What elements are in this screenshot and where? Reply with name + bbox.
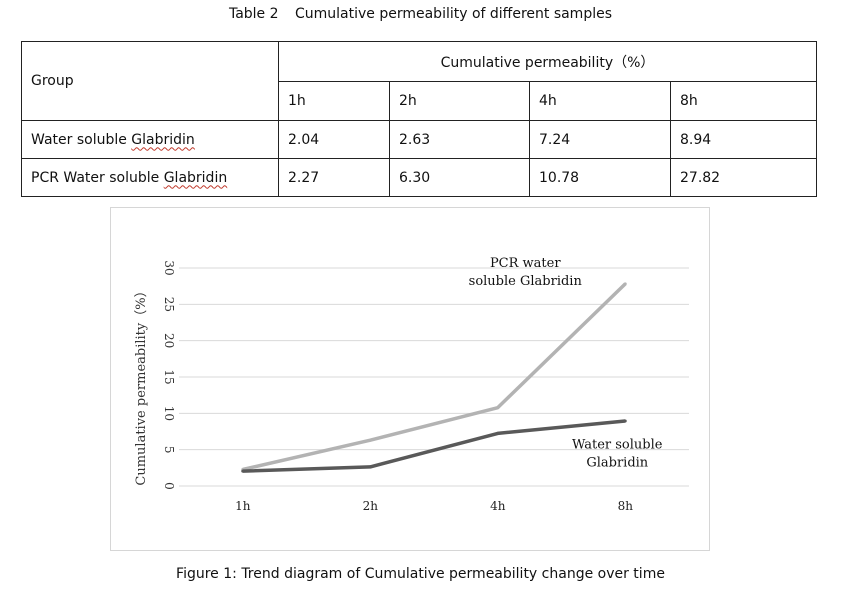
x-tick-label: 2h xyxy=(363,499,379,513)
series-label: soluble Glabridin xyxy=(469,274,583,289)
y-tick-label: 20 xyxy=(162,333,176,348)
time-header-row: 1h 2h 4h 8h xyxy=(22,81,817,121)
y-tick-label: 5 xyxy=(162,446,176,454)
line-chart: 0 5 10 15 20 25 30 1h 2h 4h 8h Cumulative permeabil… xyxy=(134,256,689,513)
value-cell: 10.78 xyxy=(529,158,671,197)
series-line xyxy=(242,419,626,473)
y-tick-label: 10 xyxy=(162,406,176,421)
data-point xyxy=(368,465,372,469)
group-cell: Water soluble Glabridin xyxy=(21,120,279,159)
table-title: Cumulative permeability of different sam… xyxy=(294,6,613,22)
data-point xyxy=(623,282,627,286)
value-cell: 2.63 xyxy=(389,120,530,159)
value-cell: 7.24 xyxy=(529,120,671,159)
chart-frame: 0 5 10 15 20 25 30 1h 2h 4h 8h Cumulative permeabil… xyxy=(110,207,710,551)
data-point xyxy=(241,469,245,473)
spellcheck-word: Glabridin xyxy=(163,169,228,186)
value-cell: 2.04 xyxy=(278,120,390,159)
x-tick-label: 4h xyxy=(490,499,506,513)
x-tick-label: 8h xyxy=(618,499,634,513)
value-cell: 27.82 xyxy=(670,158,817,197)
series-label: Water soluble xyxy=(572,438,663,453)
table-caption: Table 2 Cumulative permeability of diffe… xyxy=(0,6,841,22)
group-header: Group xyxy=(31,73,74,89)
time-header: 8h xyxy=(670,81,817,121)
time-header: 2h xyxy=(389,81,530,121)
group-name: Water soluble Glabridin xyxy=(31,131,195,148)
group-cell: PCR Water soluble Glabridin xyxy=(21,158,279,197)
table-number: Table 2 xyxy=(228,6,279,22)
figure-caption: Figure 1: Trend diagram of Cumulative pe… xyxy=(176,566,665,582)
y-tick-label: 30 xyxy=(162,260,176,275)
data-point xyxy=(368,438,372,442)
measure-header: Cumulative permeability（%） xyxy=(440,54,655,71)
table-row: Water soluble Glabridin 2.04 2.63 7.24 8… xyxy=(21,120,817,159)
measure-header-cell: Cumulative permeability（%） xyxy=(278,41,817,82)
permeability-table: Group Cumulative permeability（%） 1h 2h 4… xyxy=(21,41,817,197)
time-header: 1h xyxy=(278,81,390,121)
y-tick-label: 0 xyxy=(162,482,176,490)
spellcheck-word: Glabridin xyxy=(131,131,195,148)
group-header-cell: Group xyxy=(21,41,279,121)
y-tick-label: 25 xyxy=(162,297,176,312)
group-name: PCR Water soluble Glabridin xyxy=(31,169,228,186)
table-row: PCR Water soluble Glabridin 2.27 6.30 10… xyxy=(21,158,817,197)
series-line xyxy=(242,282,627,472)
time-header: 4h xyxy=(529,81,671,121)
x-tick-label: 1h xyxy=(235,499,251,513)
data-point xyxy=(496,431,500,435)
series-label: Glabridin xyxy=(586,456,648,471)
value-cell: 6.30 xyxy=(389,158,530,197)
value-cell: 8.94 xyxy=(670,120,817,159)
data-point xyxy=(623,419,627,423)
table-header-row: Group Cumulative permeability（%） xyxy=(21,41,817,121)
value-cell: 2.27 xyxy=(278,158,390,197)
y-axis-title: Cumulative permeability（%） xyxy=(134,284,149,485)
y-tick-label: 15 xyxy=(162,369,176,384)
series-label: PCR water xyxy=(490,256,561,271)
data-point xyxy=(496,406,500,410)
